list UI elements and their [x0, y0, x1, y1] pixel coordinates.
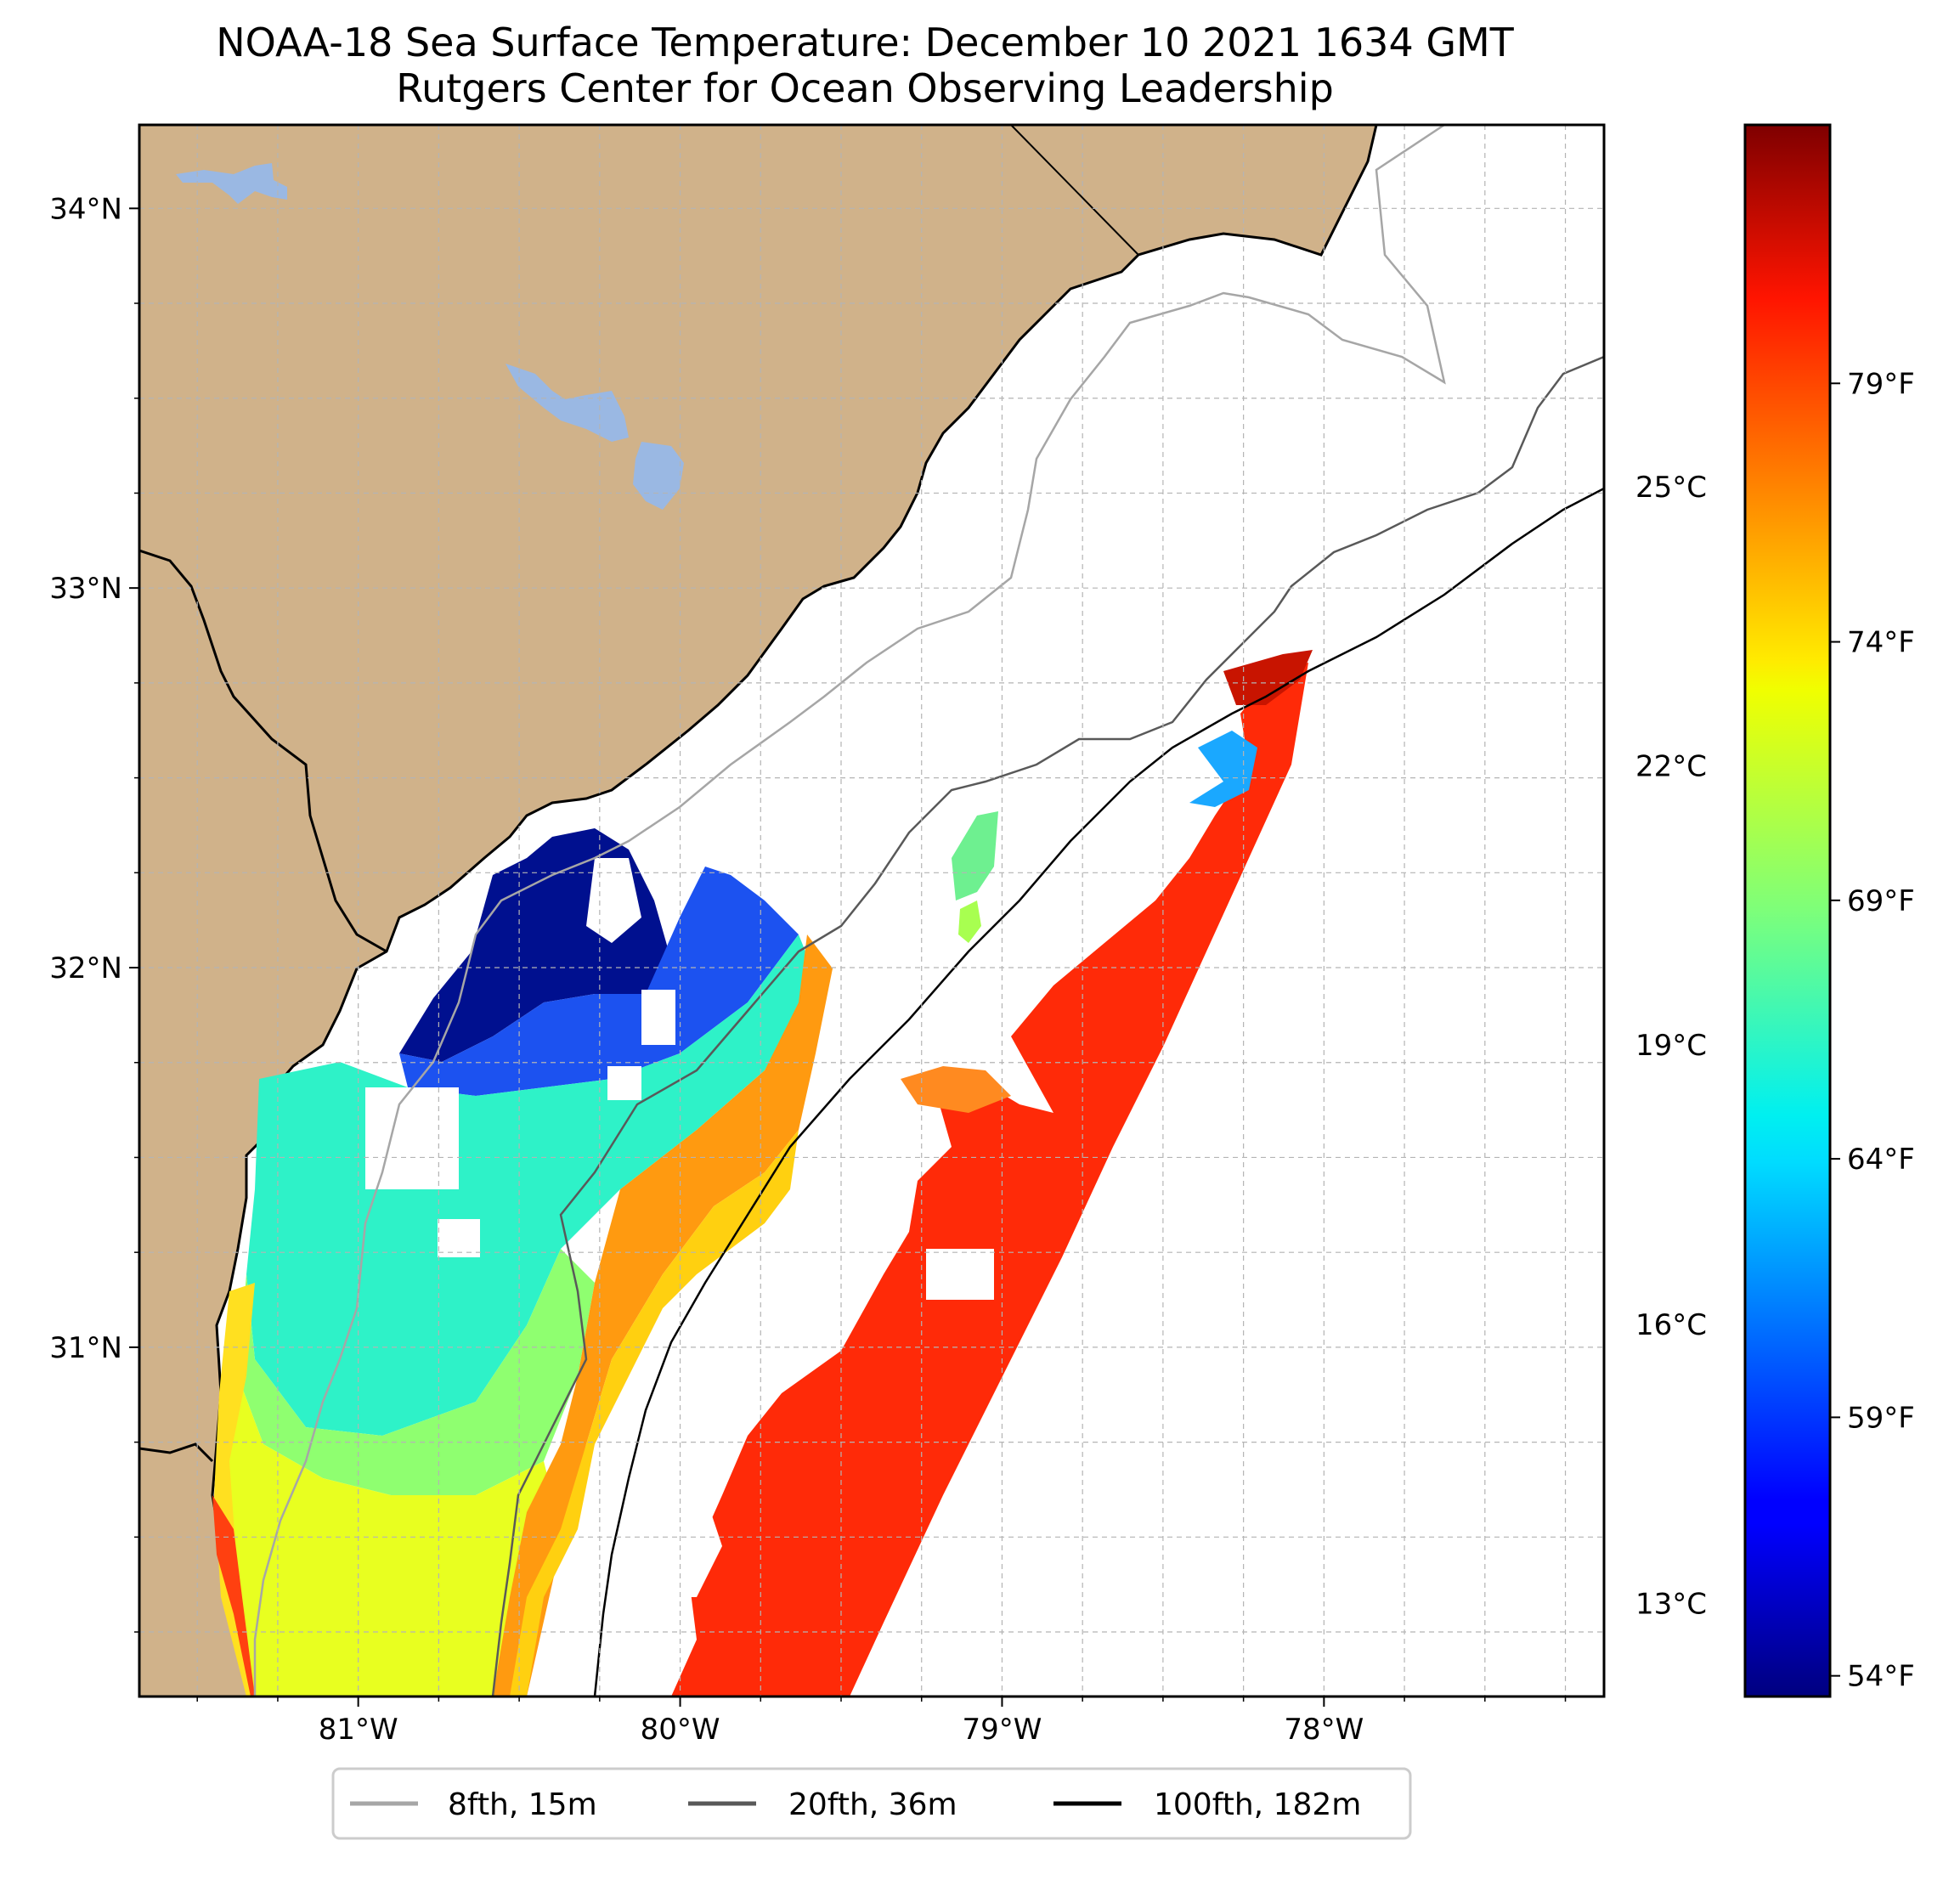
legend-label-100fth: 100fth, 182m [1154, 1787, 1361, 1822]
chart-title: NOAA-18 Sea Surface Temperature: Decembe… [216, 20, 1514, 65]
colorbar-celsius-label: 25°C [1635, 471, 1707, 505]
colorbar-fahrenheit-label: 74°F [1847, 626, 1915, 660]
colorbar-celsius-label: 13°C [1635, 1587, 1707, 1621]
cloud-gap-2 [438, 1219, 480, 1257]
sst-shelf-green [238, 1249, 595, 1495]
sst-offshore-eddy [1189, 731, 1257, 807]
sst-nearshore-strip [214, 1283, 255, 1697]
map-panel: 34°N 33°N 32°N 31°N 81°W 80°W 79°W 78°W [49, 123, 1606, 1747]
longitude-axis: 81°W 80°W 79°W 78°W [196, 1697, 1567, 1747]
lat-tick-label: 31°N [49, 1331, 122, 1365]
colorbar-fahrenheit-label: 69°F [1847, 884, 1915, 918]
colorbar-fahrenheit-ticks: 79°F 74°F 69°F 64°F 59°F 54°F [1830, 367, 1915, 1694]
river-line [139, 1442, 214, 1463]
sst-filament-1 [952, 811, 998, 900]
sst-shelf-orange [493, 934, 833, 1697]
sst-shelf-yellow [221, 1376, 561, 1697]
isobath-100fth-182m [593, 487, 1604, 1697]
isobath-8fth-15m [253, 125, 1446, 1697]
sst-nearshore-red [212, 1495, 255, 1697]
lat-tick-label: 34°N [49, 192, 122, 226]
lon-tick-label: 78°W [1284, 1713, 1364, 1747]
cloud-gap-4 [607, 1066, 641, 1100]
sst-filament-2 [958, 900, 981, 943]
colorbar-celsius-label: 16°C [1635, 1308, 1707, 1342]
county-line-west [139, 549, 387, 953]
colorbar-fahrenheit-label: 59°F [1847, 1401, 1915, 1435]
legend-box [331, 1767, 1412, 1840]
lat-tick-label: 32°N [49, 951, 122, 985]
colorbar-celsius-label: 22°C [1635, 750, 1707, 784]
colorbar-fahrenheit-label: 54°F [1847, 1660, 1915, 1694]
legend-label-8fth: 8fth, 15m [448, 1787, 597, 1822]
sst-offshore-warm-tip [1223, 650, 1313, 705]
lake-marion [176, 163, 287, 204]
lake-moultrie [506, 364, 629, 442]
state-border [1010, 125, 1139, 256]
land-area [139, 125, 1378, 1697]
isobath-legend: 8fth, 15m 20fth, 36m 100fth, 182m [331, 1767, 1412, 1840]
chart-subtitle: Rutgers Center for Ocean Observing Leade… [396, 65, 1334, 111]
map-gridlines [139, 125, 1604, 1697]
colorbar-celsius-ticks: 25°C 22°C 19°C 16°C 13°C [1635, 471, 1707, 1621]
colorbar-celsius-label: 19°C [1635, 1029, 1707, 1063]
colorbar-fahrenheit-label: 64°F [1847, 1143, 1915, 1177]
lon-tick-label: 81°W [319, 1713, 398, 1747]
legend-label-20fth: 20fth, 36m [788, 1787, 957, 1822]
sst-shelf-cool [246, 934, 816, 1436]
map-frame [138, 123, 1606, 1698]
colorbar-gradient [1743, 123, 1832, 1698]
colorbar: 25°C 22°C 19°C 16°C 13°C 79°F 74°F 69°F 64°F 59°… [1635, 123, 1915, 1698]
sst-filament-3 [901, 1066, 1011, 1113]
cloud-gap-1 [365, 1087, 459, 1189]
lon-tick-label: 79°W [963, 1713, 1042, 1747]
lon-tick-label: 80°W [641, 1713, 720, 1747]
cloud-gap-3 [641, 990, 675, 1045]
sst-offshore-swath [671, 663, 1308, 1697]
sst-blue-band [399, 867, 799, 1096]
latitude-axis: 34°N 33°N 32°N 31°N [49, 192, 139, 1633]
isobath-20fth-36m [491, 355, 1604, 1697]
lat-tick-label: 33°N [49, 572, 122, 606]
colorbar-fahrenheit-label: 79°F [1847, 367, 1915, 401]
sst-shelf-yellow-east [510, 1130, 799, 1697]
cloud-gap-6 [926, 1249, 994, 1300]
